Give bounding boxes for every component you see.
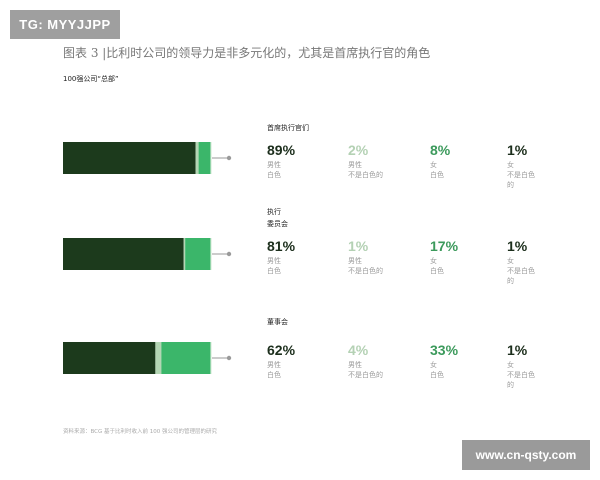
stat-label: 女不是白色的: [507, 361, 535, 389]
watermark: www.cn-qsty.com: [462, 440, 590, 470]
bar-segment-female-nonwhite: [210, 142, 212, 174]
bar-segment-male-white: [63, 238, 184, 270]
source-note: 资料来源：BCG 基于比利时收入前 100 强公司的管理层的研究: [63, 429, 218, 435]
bar-segment-female-nonwhite: [210, 238, 212, 270]
group-title: 执行 委员会: [267, 208, 288, 228]
bar-segment-female-white: [185, 238, 211, 270]
stat-value: 2%: [348, 142, 369, 158]
brand-badge: TG: MYYJJPP: [10, 10, 120, 39]
stat-label: 男性 白色: [267, 161, 281, 179]
connector-dot: [226, 355, 232, 361]
stat-value: 62%: [267, 342, 296, 358]
stat-label: 男性 不是白色的: [348, 361, 383, 379]
bar-segment-male-white: [63, 342, 156, 374]
stat-value: 1%: [507, 342, 528, 358]
stat-value: 1%: [507, 142, 528, 158]
stat-value: 1%: [507, 238, 528, 254]
chart-title: 图表 3 |比利时公司的领导力是非多元化的，尤其是首席执行官的角色: [63, 46, 431, 60]
stat-label: 男性 不是白色的: [348, 257, 383, 275]
stat-label: 女白色: [430, 257, 444, 275]
group-title: 董事会: [267, 318, 288, 326]
bar-segment-male-nonwhite: [155, 342, 162, 374]
bar-segment-male-nonwhite: [195, 142, 199, 174]
connector-dot: [226, 155, 232, 161]
stat-value: 1%: [348, 238, 369, 254]
stat-value: 17%: [430, 238, 459, 254]
stat-label: 女不是白色的: [507, 161, 535, 189]
stat-value: 89%: [267, 142, 296, 158]
bar-segment-female-nonwhite: [210, 342, 212, 374]
stat-value: 4%: [348, 342, 369, 358]
stat-value: 81%: [267, 238, 296, 254]
bar-segment-female-white: [198, 142, 211, 174]
stat-label: 女白色: [430, 161, 444, 179]
bar-segment-male-white: [63, 142, 196, 174]
stat-value: 33%: [430, 342, 459, 358]
stat-value: 8%: [430, 142, 451, 158]
connector-dot: [226, 251, 232, 257]
bar-segment-male-nonwhite: [183, 238, 186, 270]
group-title: 首席执行官们: [267, 124, 309, 132]
chart-subtitle: 100强公司“总部”: [63, 75, 119, 83]
stat-label: 女白色: [430, 361, 444, 379]
stat-label: 男性 白色: [267, 361, 281, 379]
stat-label: 男性 白色: [267, 257, 281, 275]
stat-label: 女不是白色的: [507, 257, 535, 285]
bar-segment-female-white: [161, 342, 211, 374]
stat-label: 男性 不是白色的: [348, 161, 383, 179]
